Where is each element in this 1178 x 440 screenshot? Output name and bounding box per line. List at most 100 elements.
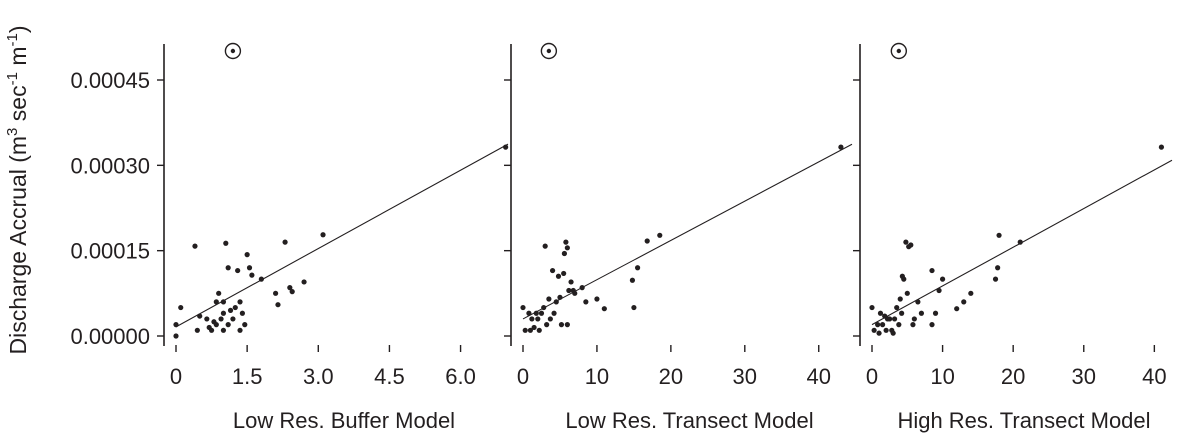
data-point — [197, 313, 203, 319]
data-point — [287, 285, 293, 291]
x-tick-label: 40 — [1142, 364, 1166, 389]
outlier-point — [230, 48, 236, 54]
data-point — [563, 239, 569, 245]
data-point — [235, 267, 241, 274]
trend-line — [175, 143, 509, 328]
data-point — [901, 276, 907, 282]
y-axis-label-sup: -1 — [4, 72, 21, 85]
data-point — [527, 327, 533, 333]
data-point — [242, 322, 248, 328]
data-point — [601, 306, 607, 312]
y-tick-label: 0.00045 — [70, 68, 150, 93]
data-point — [904, 290, 910, 296]
data-point — [838, 144, 844, 150]
y-tick-label: 0.00000 — [70, 324, 150, 349]
data-point — [1017, 239, 1023, 245]
data-point — [936, 287, 942, 294]
data-point — [968, 290, 974, 296]
data-point — [194, 327, 200, 333]
data-point — [961, 299, 967, 305]
data-point — [244, 252, 250, 258]
data-point — [899, 310, 905, 316]
data-point — [237, 327, 243, 333]
outlier-ring — [890, 42, 908, 60]
data-point — [213, 299, 219, 305]
y-axis-label-part: sec — [5, 85, 31, 127]
x-tick-label: 0 — [866, 364, 878, 389]
data-point — [915, 299, 921, 305]
data-point — [939, 276, 946, 282]
data-point — [538, 310, 545, 316]
data-point — [232, 304, 238, 311]
x-tick-label: 40 — [806, 364, 830, 389]
x-tick-label: 4.5 — [374, 364, 405, 389]
data-point — [553, 299, 559, 305]
data-point — [954, 306, 960, 312]
data-point — [911, 316, 917, 322]
x-tick-label: 20 — [1001, 364, 1025, 389]
data-point — [225, 322, 231, 328]
data-point — [992, 276, 999, 282]
data-point — [225, 265, 231, 271]
data-point — [218, 316, 224, 322]
data-point — [549, 267, 556, 274]
data-point — [282, 239, 288, 245]
data-point — [910, 322, 916, 328]
data-point — [320, 232, 326, 238]
data-point — [908, 242, 914, 248]
x-tick-label: 10 — [585, 364, 609, 389]
data-point — [301, 279, 307, 285]
data-point — [929, 267, 935, 274]
y-axis-label: Discharge Accrual (m3 sec-1 m-1) — [4, 25, 31, 354]
outlier-ring — [540, 42, 558, 60]
y-tick-label: 0.00030 — [70, 153, 150, 178]
data-point — [890, 330, 896, 336]
data-point — [555, 273, 562, 279]
data-point — [227, 307, 234, 313]
data-point — [877, 310, 884, 316]
data-point — [542, 243, 548, 249]
data-point — [237, 299, 243, 305]
data-point — [289, 289, 295, 295]
x-tick-label: 30 — [733, 364, 757, 389]
data-point — [903, 239, 909, 245]
data-point — [546, 296, 552, 302]
data-point — [520, 304, 526, 311]
x-axis-title: Low Res. Transect Model — [565, 408, 813, 433]
data-point — [249, 272, 255, 278]
scatter-panels: 0 1.5 3.0 4.5 6.0 Low Res. Buffer Model 0 10 20 3… — [157, 42, 1173, 433]
data-point — [572, 290, 578, 296]
outlier-point — [546, 48, 552, 54]
scatter-panel: 0 10 20 30 40 High Res. Transect Model — [853, 42, 1173, 433]
data-point — [533, 310, 539, 316]
data-point — [216, 290, 222, 296]
data-point — [1158, 144, 1165, 150]
y-axis-label-part: m — [5, 47, 31, 73]
data-point — [875, 322, 881, 328]
data-point — [883, 327, 889, 333]
data-point — [551, 310, 557, 316]
data-point — [220, 327, 227, 333]
data-point — [230, 316, 236, 322]
data-point — [631, 304, 637, 311]
x-axis-title: High Res. Transect Model — [897, 408, 1150, 433]
outlier-ring — [224, 42, 242, 60]
data-point — [929, 322, 935, 328]
data-point — [887, 316, 893, 322]
data-point — [918, 310, 925, 316]
data-point — [568, 279, 574, 285]
scatter-panel: 0 10 20 30 40 Low Res. Transect Model — [504, 42, 853, 433]
data-point — [579, 285, 585, 291]
data-point — [558, 322, 565, 328]
data-point — [529, 316, 535, 322]
data-point — [541, 304, 547, 311]
data-point — [223, 240, 229, 246]
x-tick-label: 30 — [1072, 364, 1096, 389]
data-point — [192, 243, 198, 249]
y-axis-label-sup: -1 — [4, 33, 21, 46]
data-point — [896, 322, 902, 328]
data-point — [246, 265, 253, 271]
data-point — [173, 322, 179, 328]
data-point — [544, 322, 550, 328]
data-point — [561, 270, 567, 277]
